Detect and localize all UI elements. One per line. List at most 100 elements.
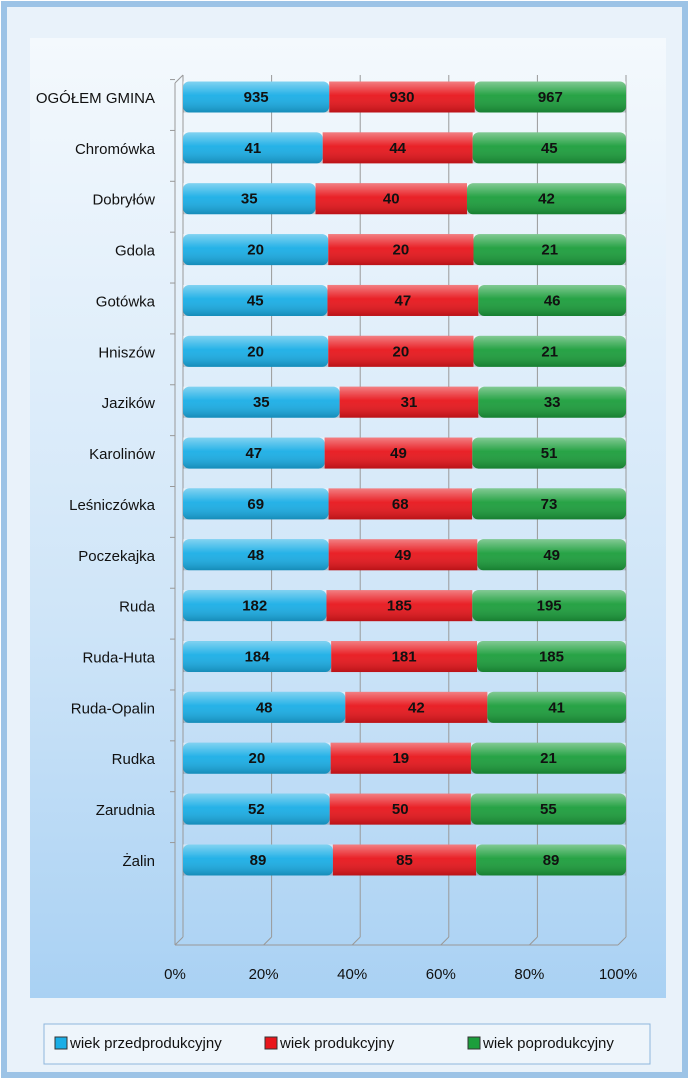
- value-label: 45: [541, 140, 558, 157]
- value-label: 52: [248, 801, 265, 818]
- category-label: Ruda-Opalin: [71, 700, 155, 717]
- value-label: 33: [544, 394, 561, 411]
- value-label: 20: [247, 242, 264, 259]
- bar-shine: [487, 691, 626, 723]
- value-label: 20: [393, 343, 410, 360]
- value-label: 49: [543, 547, 560, 564]
- value-label: 35: [241, 191, 258, 208]
- bar-shine: [476, 641, 626, 673]
- value-label: 42: [538, 191, 555, 208]
- bar-shine: [183, 437, 325, 469]
- bar-shine: [476, 844, 626, 876]
- value-label: 49: [395, 547, 412, 564]
- bar-shine: [477, 539, 626, 571]
- value-label: 55: [540, 801, 557, 818]
- bar-shine: [328, 539, 478, 571]
- legend-label: wiek produkcyjny: [279, 1035, 395, 1052]
- value-label: 195: [537, 598, 562, 615]
- category-label: Ruda: [119, 599, 156, 616]
- category-label: Hniszów: [98, 344, 155, 361]
- x-tick-label: 80%: [514, 966, 544, 983]
- value-label: 19: [392, 750, 409, 767]
- value-label: 181: [392, 649, 417, 666]
- value-label: 930: [389, 89, 414, 106]
- value-label: 69: [247, 496, 264, 513]
- category-label: Poczekajka: [78, 548, 155, 565]
- value-label: 20: [248, 750, 265, 767]
- grid-line: [529, 936, 538, 946]
- value-label: 35: [253, 394, 270, 411]
- value-label: 48: [256, 699, 273, 716]
- bar-shine: [472, 488, 626, 520]
- value-label: 73: [541, 496, 558, 513]
- bar-shine: [466, 183, 626, 215]
- bar-shine: [472, 437, 626, 469]
- x-tick-label: 0%: [164, 966, 186, 983]
- bar-shine: [328, 488, 473, 520]
- x-tick-label: 40%: [337, 966, 367, 983]
- category-label: Gdola: [115, 243, 156, 260]
- bar-shine: [328, 335, 474, 367]
- legend-label: wiek poprodukcyjny: [482, 1035, 614, 1052]
- legend-label: wiek przedprodukcyjny: [69, 1035, 222, 1052]
- value-label: 41: [548, 699, 565, 716]
- bar-shine: [473, 335, 626, 367]
- bar-shine: [183, 183, 316, 215]
- x-tick-label: 100%: [599, 966, 637, 983]
- bar-shine: [478, 284, 626, 316]
- bar-shine: [474, 81, 626, 113]
- bar-shine: [183, 132, 323, 164]
- bar-shine: [478, 386, 626, 418]
- grid-line: [617, 936, 627, 946]
- category-label: OGÓŁEM GMINA: [36, 90, 155, 107]
- bar-shine: [473, 234, 626, 266]
- bar-shine: [326, 590, 473, 622]
- value-label: 45: [247, 292, 264, 309]
- bar-shine: [183, 234, 329, 266]
- value-label: 935: [244, 89, 269, 106]
- category-label: Leśniczówka: [69, 497, 156, 514]
- value-label: 20: [393, 242, 410, 259]
- legend-swatch: [264, 1036, 278, 1050]
- bar-shine: [331, 641, 477, 673]
- bar-shine: [328, 234, 474, 266]
- bar-shine: [183, 284, 328, 316]
- bar-shine: [472, 132, 626, 164]
- category-label: Karolinów: [89, 446, 155, 463]
- value-label: 21: [541, 343, 558, 360]
- bar-shine: [183, 641, 332, 673]
- legend-swatch: [54, 1036, 68, 1050]
- category-label: Żalin: [122, 852, 155, 870]
- value-label: 31: [401, 394, 418, 411]
- bar-shine: [470, 793, 626, 825]
- category-label: Jazików: [102, 395, 156, 412]
- value-label: 89: [250, 852, 267, 869]
- value-label: 967: [538, 89, 563, 106]
- value-label: 48: [247, 547, 264, 564]
- bar-shine: [472, 590, 626, 622]
- category-label: Chromówka: [75, 141, 156, 158]
- bar-shine: [345, 691, 488, 723]
- value-label: 20: [247, 343, 264, 360]
- value-label: 44: [389, 140, 406, 157]
- value-label: 89: [543, 852, 560, 869]
- x-tick-label: 60%: [426, 966, 456, 983]
- grid-line: [174, 936, 184, 946]
- bar-shine: [470, 742, 626, 774]
- bar-shine: [183, 335, 329, 367]
- value-label: 85: [396, 852, 413, 869]
- value-label: 47: [245, 445, 262, 462]
- grid-line: [263, 936, 272, 946]
- bar-shine: [183, 844, 333, 876]
- value-label: 47: [395, 292, 412, 309]
- value-label: 40: [383, 191, 400, 208]
- bar-shine: [183, 81, 330, 113]
- value-label: 41: [245, 140, 262, 157]
- bar-shine: [332, 844, 477, 876]
- bar-shine: [330, 742, 471, 774]
- bar-shine: [329, 793, 471, 825]
- bar-shine: [329, 81, 475, 113]
- bar-shine: [183, 488, 329, 520]
- axis-line: [174, 74, 184, 84]
